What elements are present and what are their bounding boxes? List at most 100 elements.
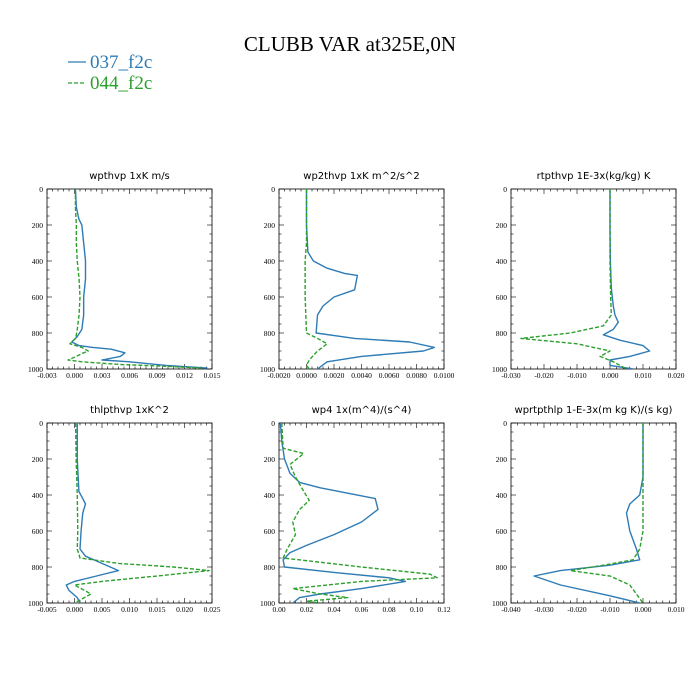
x-tick-label: -0.010	[600, 605, 620, 614]
y-tick-label: 1000	[260, 365, 275, 374]
x-tick-label: 0.020	[176, 605, 193, 614]
panel-3: rtpthvp 1E-3x(kg/kg) K -0.030 -0.020 -0.010…	[492, 171, 685, 380]
y-tick-label: 0	[503, 185, 507, 194]
panel-6: wprtpthlp 1-E-3x(m kg K)/(s kg) -0.040 -0.…	[492, 405, 685, 614]
x-tick-label: 0.0060	[379, 371, 400, 380]
x-tick-label: 0.0040	[351, 371, 372, 380]
y-tick-label: 400	[264, 257, 276, 266]
x-tick-label: 0.000	[66, 605, 83, 614]
panel-1: wpthvp 1xK m/s -0.003 0.000 0.003 0.006 0.009…	[28, 171, 221, 380]
series-line-037_f2c	[65, 423, 120, 603]
x-tick-label: 0.00	[272, 605, 285, 614]
x-tick-label: -0.0020	[267, 371, 290, 380]
series-line-037_f2c	[305, 189, 436, 369]
x-tick-label: 0.020	[668, 371, 685, 380]
x-tick-label: -0.005	[37, 605, 57, 614]
y-tick-label: 400	[496, 257, 508, 266]
x-tick-label: 0.015	[204, 371, 221, 380]
series-line-044_f2c	[73, 423, 210, 603]
y-tick-label: 0	[39, 419, 43, 428]
x-tick-label: 0.000	[635, 605, 652, 614]
x-tick-label: 0.0100	[434, 371, 455, 380]
panel-title: wp2thvp 1xK m^2/s^2	[303, 171, 419, 182]
x-tick-label: -0.020	[534, 371, 554, 380]
y-tick-label: 0	[271, 185, 275, 194]
y-tick-label: 200	[496, 221, 508, 230]
x-tick-label: 0.012	[176, 371, 193, 380]
y-tick-label: 400	[32, 257, 44, 266]
y-tick-label: 200	[496, 455, 508, 464]
y-tick-label: 800	[32, 563, 44, 572]
legend-label: 037_f2c	[90, 52, 152, 73]
y-tick-label: 1000	[492, 599, 507, 608]
x-tick-label: 0.000	[602, 371, 619, 380]
panel-5: wp4 1x(m^4)/(s^4) 0.00 0.02 0.04 0.06 0.08 0.1…	[260, 405, 451, 614]
x-tick-label: -0.030	[534, 605, 554, 614]
y-tick-label: 1000	[28, 365, 43, 374]
panel-title: wp4 1x(m^4)/(s^4)	[312, 405, 412, 416]
legend-entry: 037_f2c	[68, 52, 152, 73]
plot-frame	[278, 188, 445, 370]
x-tick-label: 0.003	[94, 371, 111, 380]
y-tick-label: 800	[264, 329, 276, 338]
y-tick-label: 200	[264, 221, 276, 230]
y-tick-label: 600	[264, 527, 276, 536]
y-tick-label: 800	[32, 329, 44, 338]
panel-2: wp2thvp 1xK m^2/s^2 -0.0020 0.0000 0.0020 0.…	[260, 171, 455, 380]
x-tick-label: 0.025	[204, 605, 221, 614]
series-line-037_f2c	[279, 423, 407, 603]
x-tick-label: 0.10	[410, 605, 423, 614]
x-tick-label: 0.08	[382, 605, 395, 614]
series-line-037_f2c	[71, 189, 208, 369]
x-tick-label: 0.0020	[324, 371, 345, 380]
x-tick-label: 0.009	[149, 371, 166, 380]
y-tick-label: 800	[496, 329, 508, 338]
series-line-044_f2c	[569, 423, 644, 603]
x-tick-label: 0.06	[355, 605, 368, 614]
x-tick-label: 0.015	[149, 605, 166, 614]
y-tick-label: 1000	[260, 599, 275, 608]
legend-entry: 044_f2c	[68, 73, 152, 94]
y-tick-label: 600	[496, 527, 508, 536]
series-line-037_f2c	[533, 423, 644, 603]
y-tick-label: 0	[271, 419, 275, 428]
y-tick-label: 200	[32, 221, 44, 230]
x-tick-label: 0.0080	[406, 371, 427, 380]
x-tick-label: -0.020	[567, 605, 587, 614]
y-tick-label: 600	[32, 293, 44, 302]
y-tick-label: 600	[32, 527, 44, 536]
plot-frame	[510, 188, 677, 370]
y-tick-label: 400	[496, 491, 508, 500]
y-tick-label: 400	[264, 491, 276, 500]
panel-title: wpthvp 1xK m/s	[89, 171, 170, 182]
x-tick-label: 0.005	[94, 605, 111, 614]
panels: wpthvp 1xK m/s-0.003 0.000 0.003 0.006 0.009…	[28, 171, 685, 614]
series-line-044_f2c	[281, 423, 438, 603]
plot-frame	[46, 422, 213, 604]
y-tick-label: 1000	[28, 599, 43, 608]
plot-frame	[278, 422, 445, 604]
panel-title: rtpthvp 1E-3x(kg/kg) K	[537, 171, 651, 182]
legend-label: 044_f2c	[90, 73, 152, 94]
y-tick-label: 0	[39, 185, 43, 194]
y-tick-label: 0	[503, 419, 507, 428]
x-tick-label: 0.04	[327, 605, 340, 614]
panel-title: thlpthvp 1xK^2	[90, 405, 169, 416]
y-tick-label: 800	[496, 563, 508, 572]
x-tick-label: 0.010	[668, 605, 685, 614]
x-tick-label: 0.010	[121, 605, 138, 614]
y-tick-label: 400	[32, 491, 44, 500]
x-tick-label: -0.030	[501, 371, 521, 380]
y-tick-label: 800	[264, 563, 276, 572]
series-line-044_f2c	[67, 189, 203, 369]
x-tick-label: -0.003	[37, 371, 57, 380]
x-tick-label: 0.0000	[296, 371, 317, 380]
main-title: CLUBB VAR at325E,0N	[244, 32, 456, 56]
x-tick-label: 0.006	[121, 371, 138, 380]
x-tick-label: 0.12	[437, 605, 450, 614]
y-tick-label: 1000	[492, 365, 507, 374]
y-tick-label: 200	[264, 455, 276, 464]
panel-title: wprtpthlp 1-E-3x(m kg K)/(s kg)	[515, 405, 673, 416]
